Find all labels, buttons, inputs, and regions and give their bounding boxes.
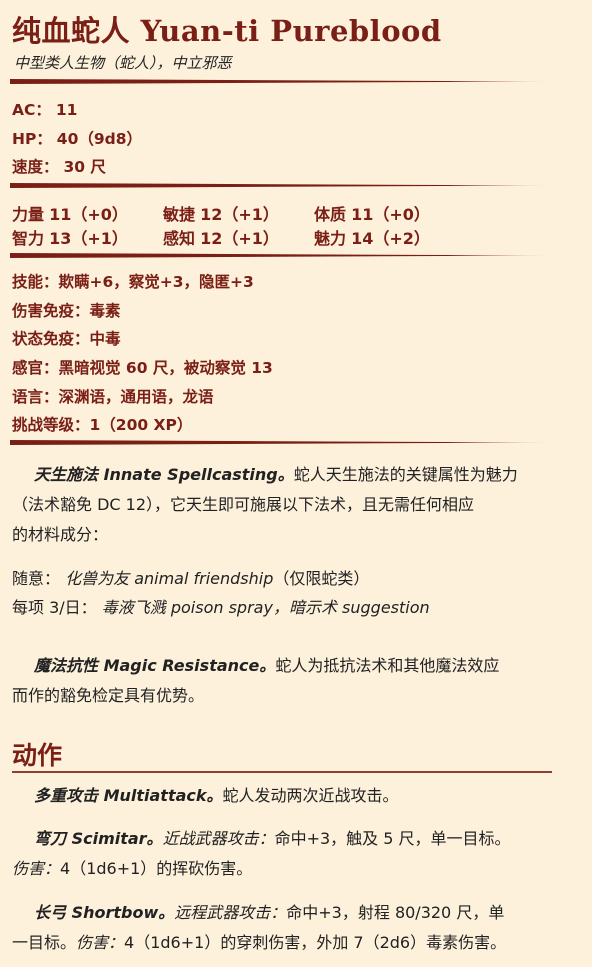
action-text: 蛇人发动两次近战攻击。 — [222, 786, 399, 805]
actions-rule — [12, 771, 552, 773]
ability-str: 力量 11（+0） — [12, 201, 128, 225]
detail-label: 技能： — [12, 273, 59, 291]
divider — [10, 253, 555, 258]
action-line: 一目标。伤害：4（1d6+1）的穿刺伤害，外加 7（2d6）毒素伤害。 — [12, 928, 580, 958]
trait-line: 魔法抗性 Magic Resistance。蛇人为抵抗法术和其他魔法效应 — [12, 651, 580, 681]
detail-label: 语言： — [12, 388, 59, 406]
hit-text: 4（1d6+1）的穿刺伤害，外加 7（2d6）毒素伤害。 — [124, 933, 507, 952]
hit-label: 伤害： — [76, 933, 125, 952]
trait-line: 而作的豁免检定具有优势。 — [12, 686, 205, 705]
ability-value: 12（+1） — [200, 229, 279, 248]
ability-wis: 感知 12（+1） — [163, 225, 279, 249]
detail-label: 挑战等级： — [12, 416, 90, 434]
actions-heading: 动作 — [12, 741, 63, 770]
detail-value: 中毒 — [89, 330, 121, 348]
action-text: 命中+3，射程 80/320 尺，单 — [286, 903, 505, 922]
at-will-spell: 化兽为友 animal friendship — [65, 569, 274, 588]
trait-innate-spellcasting: 天生施法 Innate Spellcasting。蛇人天生施法的关键属性为魅力 … — [12, 460, 580, 550]
condition-immunities: 状态免疫：中毒 — [12, 327, 121, 349]
action-line: 伤害：4（1d6+1）的挥砍伤害。 — [12, 854, 580, 884]
detail-value: 欺瞒+6，察觉+3，隐匿+3 — [58, 273, 254, 291]
detail-label: 状态免疫： — [12, 330, 90, 348]
trait-line: 的材料成分： — [12, 525, 109, 544]
ability-name: 智力 — [12, 229, 45, 248]
damage-immunities: 伤害免疫：毒素 — [12, 299, 121, 321]
ability-value: 11（+0） — [49, 205, 128, 224]
ability-value: 11（+0） — [351, 205, 430, 224]
ability-dex: 敏捷 12（+1） — [163, 201, 279, 225]
ability-int: 智力 13（+1） — [12, 225, 128, 249]
attack-type: 远程武器攻击： — [174, 903, 287, 922]
ability-name: 魅力 — [314, 229, 347, 248]
hit-label: 伤害： — [12, 859, 61, 878]
trait-line: （法术豁免 DC 12），它天生即可施展以下法术，且无需任何相应 — [12, 495, 475, 514]
divider — [10, 440, 555, 445]
spell-line-at-will: 随意： 化兽为友 animal friendship（仅限蛇类） — [12, 564, 580, 593]
action-name: 多重攻击 Multiattack。 — [34, 786, 223, 805]
skills: 技能：欺瞒+6，察觉+3，隐匿+3 — [12, 270, 254, 292]
action-shortbow: 长弓 Shortbow。远程武器攻击：命中+3，射程 80/320 尺，单 一目… — [12, 898, 580, 958]
hp-value: 40（9d8） — [56, 130, 143, 148]
action-scimitar: 弯刀 Scimitar。近战武器攻击：命中+3，触及 5 尺，单一目标。 伤害：… — [12, 824, 580, 884]
speed-value: 30 尺 — [63, 158, 106, 176]
ac-value: 11 — [55, 101, 78, 119]
ability-name: 敏捷 — [163, 205, 196, 224]
challenge-rating: 挑战等级：1（200 XP） — [12, 413, 192, 435]
trait-text: 蛇人天生施法的关键属性为魅力 — [293, 465, 518, 484]
action-text: 命中+3，触及 5 尺，单一目标。 — [274, 829, 511, 848]
action-name: 弯刀 Scimitar。 — [34, 829, 163, 848]
daily-spells: 毒液飞溅 poison spray，暗示术 suggestion — [101, 598, 430, 617]
detail-value: 毒素 — [89, 302, 121, 320]
detail-label: 感官： — [12, 359, 59, 377]
hit-text: 4（1d6+1）的挥砍伤害。 — [60, 859, 253, 878]
action-line: 弯刀 Scimitar。近战武器攻击：命中+3，触及 5 尺，单一目标。 — [12, 824, 580, 854]
trait-line: 天生施法 Innate Spellcasting。蛇人天生施法的关键属性为魅力 — [12, 460, 580, 490]
trait-name: 魔法抗性 Magic Resistance。 — [34, 656, 276, 675]
spell-line-daily: 每项 3/日： 毒液飞溅 poison spray，暗示术 suggestion — [12, 593, 580, 622]
action-line: 长弓 Shortbow。远程武器攻击：命中+3，射程 80/320 尺，单 — [12, 898, 580, 928]
attack-type: 近战武器攻击： — [162, 829, 275, 848]
creature-title: 纯血蛇人 Yuan-ti Pureblood — [12, 14, 442, 48]
trait-magic-resistance: 魔法抗性 Magic Resistance。蛇人为抵抗法术和其他魔法效应 而作的… — [12, 651, 580, 711]
divider — [10, 79, 555, 84]
languages: 语言：深渊语，通用语，龙语 — [12, 385, 214, 407]
at-will-note: （仅限蛇类） — [273, 569, 370, 588]
action-text: 一目标。 — [12, 933, 77, 952]
at-will-label: 随意： — [12, 569, 61, 588]
action-line: 多重攻击 Multiattack。蛇人发动两次近战攻击。 — [12, 781, 580, 811]
trait-name: 天生施法 Innate Spellcasting。 — [34, 465, 294, 484]
ability-con: 体质 11（+0） — [314, 201, 430, 225]
ability-value: 13（+1） — [49, 229, 128, 248]
divider — [10, 183, 555, 188]
detail-value: 深渊语，通用语，龙语 — [58, 388, 214, 406]
detail-value: 1（200 XP） — [89, 416, 193, 434]
spell-list: 随意： 化兽为友 animal friendship（仅限蛇类） 每项 3/日：… — [12, 564, 580, 622]
detail-value: 黑暗视觉 60 尺，被动察觉 13 — [58, 359, 273, 377]
ability-name: 体质 — [314, 205, 347, 224]
daily-label: 每项 3/日： — [12, 598, 97, 617]
ability-value: 14（+2） — [351, 229, 430, 248]
trait-text: 蛇人为抵抗法术和其他魔法效应 — [275, 656, 500, 675]
ability-name: 力量 — [12, 205, 45, 224]
action-name: 长弓 Shortbow。 — [34, 903, 175, 922]
detail-label: 伤害免疫： — [12, 302, 90, 320]
hit-points: HP： 40（9d8） — [12, 127, 142, 149]
hp-label: HP： — [12, 130, 52, 148]
ability-name: 感知 — [163, 229, 196, 248]
senses: 感官：黑暗视觉 60 尺，被动察觉 13 — [12, 356, 273, 378]
ability-value: 12（+1） — [200, 205, 279, 224]
ac-label: AC： — [12, 101, 51, 119]
action-multiattack: 多重攻击 Multiattack。蛇人发动两次近战攻击。 — [12, 781, 580, 811]
ability-cha: 魅力 14（+2） — [314, 225, 430, 249]
speed: 速度： 30 尺 — [12, 155, 106, 177]
creature-subtitle: 中型类人生物（蛇人），中立邪恶 — [14, 54, 232, 72]
armor-class: AC： 11 — [12, 98, 77, 120]
speed-label: 速度： — [12, 158, 59, 176]
